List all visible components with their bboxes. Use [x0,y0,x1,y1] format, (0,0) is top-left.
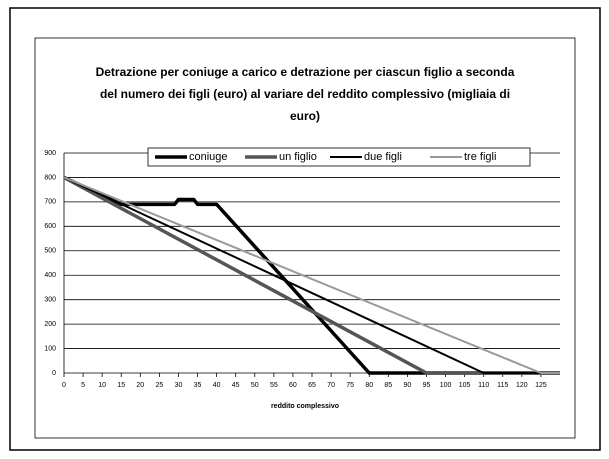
x-tick-label: 45 [232,382,240,389]
x-tick-label: 20 [136,382,144,389]
slide-frame [9,7,601,451]
x-tick-label: 75 [346,382,354,389]
chart-title: euro) [290,109,320,123]
x-tick-label: 100 [440,382,452,389]
x-tick-label: 110 [478,382,489,389]
legend-label: un figlio [279,151,317,163]
y-tick-label: 800 [44,174,56,181]
y-tick-label: 700 [44,199,56,206]
x-tick-label: 10 [98,382,106,389]
x-tick-label: 95 [423,382,431,389]
y-tick-label: 600 [44,223,56,230]
legend-label: due figli [364,151,402,163]
x-tick-label: 30 [175,382,183,389]
y-tick-label: 900 [44,150,56,157]
legend-label: coniuge [189,151,228,163]
y-tick-label: 0 [52,370,56,377]
x-tick-label: 15 [117,382,125,389]
legend-label: tre figli [464,151,496,163]
x-tick-label: 70 [327,382,335,389]
x-tick-label: 25 [155,382,163,389]
x-tick-label: 105 [459,382,471,389]
x-tick-label: 80 [365,382,373,389]
x-tick-label: 65 [308,382,316,389]
chart-title: Detrazione per coniuge a carico e detraz… [96,65,515,79]
y-tick-label: 100 [44,345,56,352]
x-tick-label: 125 [535,382,547,389]
x-tick-label: 50 [251,382,259,389]
x-tick-label: 85 [384,382,392,389]
x-tick-label: 0 [62,382,66,389]
x-tick-label: 55 [270,382,278,389]
x-tick-label: 40 [213,382,221,389]
x-tick-label: 90 [403,382,411,389]
chart-title: del numero dei figli (euro) al variare d… [100,87,510,101]
y-tick-label: 300 [44,297,56,304]
x-tick-label: 115 [497,382,508,389]
x-axis-label: reddito complessivo [271,403,339,410]
chart-frame [34,37,576,439]
series-line [63,176,560,374]
x-tick-label: 60 [289,382,297,389]
series-line [63,176,560,374]
x-tick-label: 120 [516,382,528,389]
series-line [63,175,560,375]
x-tick-label: 35 [194,382,202,389]
y-tick-label: 500 [44,248,56,255]
y-tick-label: 400 [44,272,56,279]
x-tick-label: 5 [81,382,85,389]
y-tick-label: 200 [44,321,56,328]
